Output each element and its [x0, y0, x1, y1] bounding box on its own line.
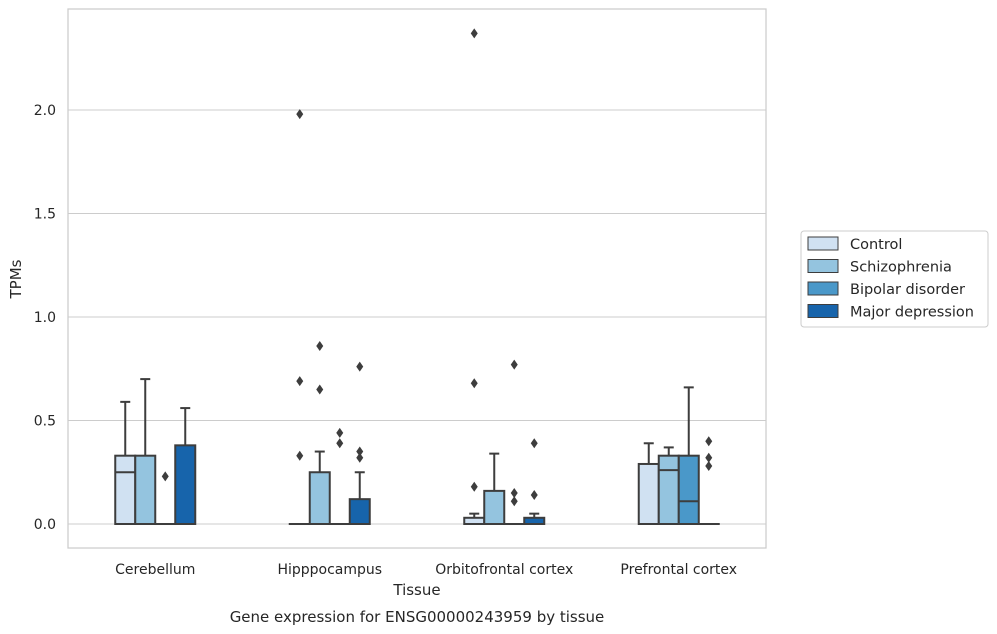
legend-swatch	[807, 281, 839, 296]
legend-swatch	[807, 304, 839, 318]
box-bipolar-disorder	[328, 427, 351, 526]
outlier-point	[705, 461, 713, 472]
box-body	[134, 454, 157, 525]
y-tick-label: 0.0	[34, 517, 56, 533]
outlier-point	[530, 490, 538, 501]
x-tick-labels: Cerebellum Hipppocampus Orbitofrontal cort…	[115, 562, 737, 578]
box-bipolar-disorder	[503, 359, 526, 526]
outlier-point	[161, 471, 169, 482]
box-schizophrenia	[308, 340, 331, 525]
box-body	[114, 454, 137, 525]
outlier-point	[296, 450, 304, 461]
outlier-point	[470, 378, 478, 389]
box-body	[677, 454, 700, 525]
legend-frame	[800, 230, 989, 328]
box-control	[114, 400, 137, 525]
legend-label: Control	[850, 237, 902, 253]
outlier-point	[316, 340, 324, 351]
box-control	[637, 442, 660, 525]
box-major-depression	[348, 361, 371, 526]
outlier-point	[705, 452, 713, 463]
outlier-point	[510, 496, 518, 507]
box-body	[308, 471, 331, 525]
legend-label: Bipolar disorder	[850, 282, 965, 298]
box-major-depression	[523, 438, 546, 525]
x-tick-label: Orbitofrontal cortex	[435, 562, 573, 578]
outlier-point	[356, 452, 364, 463]
y-tick-label: 0.5	[34, 414, 56, 430]
y-axis-label: TPMs	[7, 259, 25, 299]
y-tick-labels: 0.0 0.5 1.0 1.5 2.0	[34, 103, 56, 533]
outlier-point	[356, 446, 364, 457]
box-bipolar-disorder	[677, 386, 700, 525]
box-control	[288, 109, 311, 526]
plot-frame	[67, 8, 767, 549]
x-tick-label: Cerebellum	[115, 562, 195, 578]
outlier-point	[296, 109, 304, 120]
x-tick-label: Prefrontal cortex	[620, 562, 737, 578]
box-schizophrenia	[483, 452, 506, 526]
outlier-point	[356, 361, 364, 372]
box-body	[348, 498, 371, 526]
legend: Control Schizophrenia Bipolar disorder Majo…	[800, 230, 989, 328]
y-tick-label: 1.5	[34, 207, 56, 223]
outlier-point	[296, 376, 304, 387]
legend-swatch	[807, 259, 839, 273]
y-tick-label: 2.0	[34, 103, 56, 119]
outlier-point	[705, 436, 713, 447]
box-series	[114, 28, 720, 526]
box-control	[463, 28, 486, 525]
x-tick-label: Hipppocampus	[277, 562, 382, 578]
box-body	[637, 462, 660, 525]
outlier-point	[316, 384, 324, 395]
legend-label: Schizophrenia	[850, 260, 952, 276]
box-bipolar-disorder	[154, 471, 177, 526]
box-body	[657, 454, 680, 525]
outlier-point	[510, 487, 518, 498]
box-body	[174, 444, 197, 525]
box-body	[483, 489, 506, 526]
legend-label: Major depression	[850, 305, 974, 321]
outlier-point	[530, 438, 538, 449]
box-schizophrenia	[134, 378, 157, 525]
y-tick-label: 1.0	[34, 310, 56, 326]
outlier-point	[470, 28, 478, 39]
outlier-point	[336, 438, 344, 449]
legend-swatch	[807, 236, 839, 251]
box-schizophrenia	[657, 446, 680, 525]
outlier-point	[510, 359, 518, 370]
outlier-point	[336, 427, 344, 438]
chart-caption: Gene expression for ENSG00000243959 by t…	[230, 608, 605, 626]
box-major-depression	[697, 436, 720, 526]
box-major-depression	[174, 407, 197, 525]
x-axis-label: Tissue	[392, 581, 440, 599]
outlier-point	[470, 481, 478, 492]
